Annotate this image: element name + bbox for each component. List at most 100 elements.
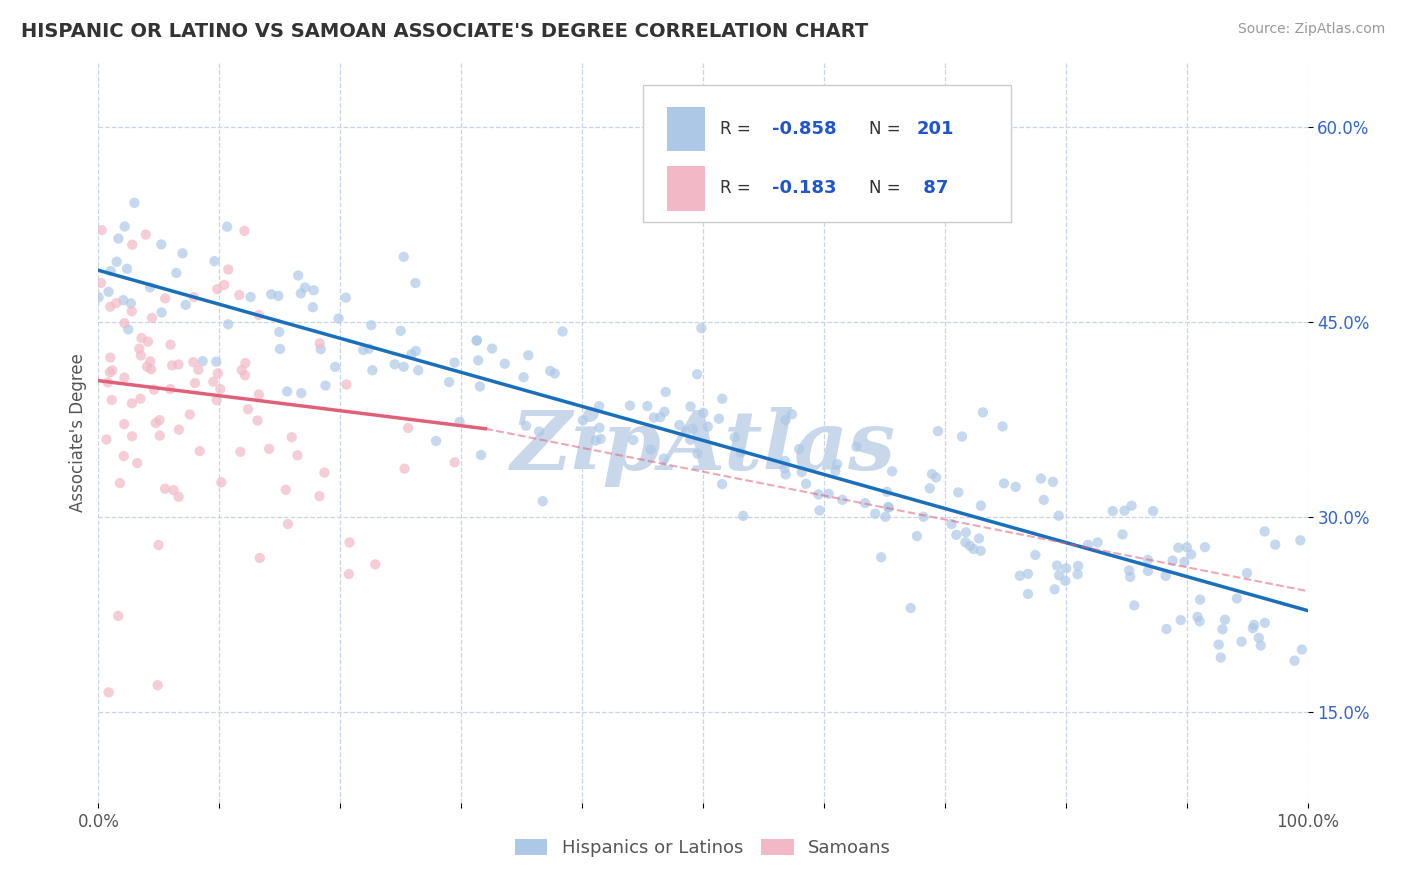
Point [1121,499,1143,513]
Point [314,466,336,480]
Point [394,461,416,475]
Text: 201: 201 [917,120,955,138]
Point [517,348,540,362]
Point [301,300,323,314]
Point [775,413,797,427]
Point [955,535,977,549]
Point [287,268,309,283]
Point [107,232,129,246]
Point [183,290,205,304]
Point [824,464,846,478]
Point [159,337,181,351]
Point [572,413,595,427]
Point [1087,535,1109,549]
Point [780,407,803,421]
Point [98,351,121,365]
Point [277,516,299,531]
Point [124,195,146,210]
Point [853,496,876,510]
Point [470,448,492,462]
Point [865,507,887,521]
Point [724,430,747,444]
Point [150,237,173,252]
Point [1243,618,1265,632]
Point [1254,615,1277,630]
Point [794,476,817,491]
Point [825,457,848,471]
Point [959,539,981,553]
Point [527,425,550,439]
Point [361,363,384,377]
Point [167,358,190,372]
Text: ZipAtlas: ZipAtlas [510,408,896,487]
Point [90,223,112,237]
Point [128,342,150,356]
Point [149,428,172,442]
Point [269,342,291,356]
Point [1101,504,1123,518]
Point [1188,615,1211,629]
Point [121,429,143,443]
Point [233,368,256,383]
Point [972,405,994,419]
Point [1046,558,1069,573]
Point [287,448,309,462]
Point [209,382,232,396]
Point [231,363,253,377]
Point [274,483,297,497]
Point [108,476,131,491]
Point [692,406,714,420]
Point [308,489,330,503]
Point [589,432,612,446]
Point [105,254,128,268]
Point [1032,492,1054,507]
Point [184,376,207,390]
Point [845,440,868,454]
Point [1230,634,1253,648]
Point [205,354,228,368]
Point [1017,566,1039,581]
Point [1187,610,1209,624]
Point [107,609,129,624]
Point [1054,574,1077,588]
Point [136,334,159,349]
Point [335,377,357,392]
Text: -0.183: -0.183 [772,179,837,197]
Point [1119,570,1142,584]
Point [290,386,312,401]
Point [135,227,157,242]
Point [1211,622,1233,636]
Point [686,447,709,461]
Point [187,362,209,376]
Point [392,359,415,374]
Point [1247,631,1270,645]
Point [246,413,269,427]
Point [494,357,516,371]
Point [1180,548,1202,562]
Point [229,445,252,459]
Point [531,494,554,508]
Point [204,254,226,268]
Point [679,400,702,414]
Point [831,492,853,507]
Point [711,477,734,491]
Point [233,224,256,238]
Point [1111,527,1133,541]
Point [1118,563,1140,577]
Point [636,399,658,413]
Point [945,528,967,542]
Point [1047,508,1070,523]
Point [950,429,973,443]
Point [136,359,159,374]
Text: N =: N = [869,179,905,197]
Point [775,467,797,482]
Point [955,525,977,540]
Point [269,325,291,339]
Point [941,516,963,531]
Point [1161,553,1184,567]
Point [139,362,162,376]
Point [257,442,280,456]
Point [1142,504,1164,518]
Point [145,416,167,430]
Point [96,433,118,447]
